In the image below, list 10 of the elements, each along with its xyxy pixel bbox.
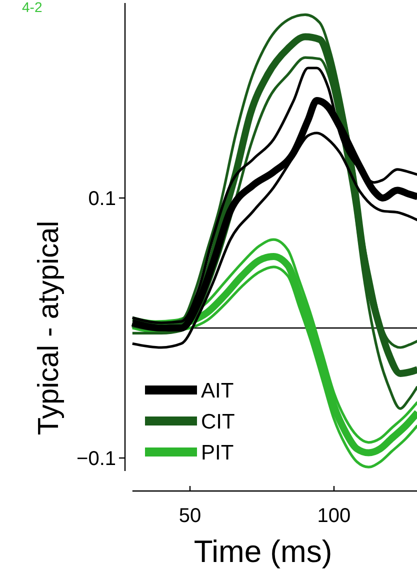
y-axis-title: Typical - atypical: [33, 220, 65, 436]
x-tick-label: 100: [317, 505, 351, 527]
legend-label: PIT: [201, 442, 234, 465]
x-axis-title: Time (ms): [194, 534, 332, 569]
text: 4-2: [22, 0, 42, 15]
x-tick-label: 50: [178, 505, 202, 527]
legend-label: AIT: [201, 380, 234, 403]
y-tick-label: 0.1: [88, 188, 116, 210]
y-tick-label: −0.1: [76, 448, 116, 470]
legend-label: CIT: [201, 410, 235, 434]
